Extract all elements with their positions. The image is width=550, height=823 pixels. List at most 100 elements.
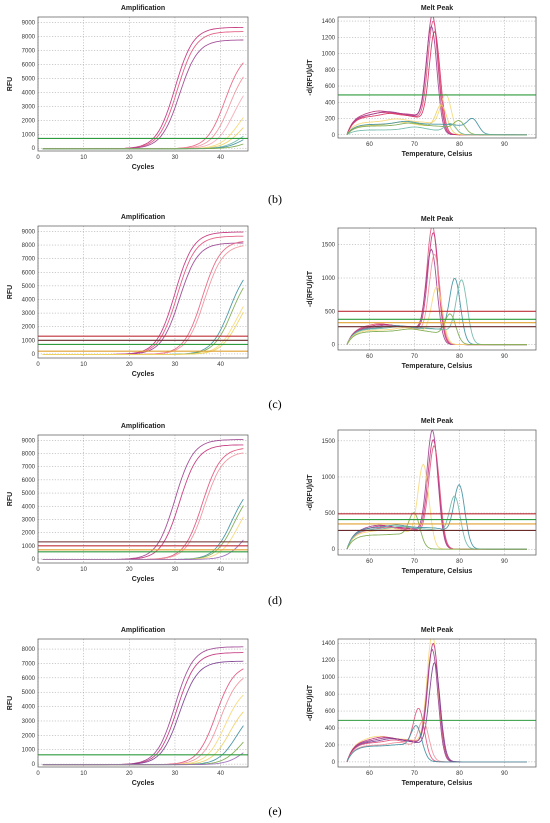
y-tick-label: 0	[32, 762, 36, 768]
y-tick-label: 200	[325, 117, 336, 123]
y-tick-label: 800	[325, 692, 336, 698]
y-tick-label: 1000	[22, 748, 36, 754]
y-tick-label: 7000	[22, 661, 36, 667]
x-tick-label: 70	[411, 771, 418, 777]
y-axis-label: RFU	[7, 696, 14, 710]
y-tick-label: 2000	[22, 733, 36, 739]
y-tick-label: 1400	[322, 19, 336, 25]
y-axis-label: RFU	[7, 492, 14, 506]
plot-frame	[337, 16, 537, 139]
x-tick-label: 90	[501, 771, 508, 777]
x-tick-label: 80	[456, 771, 463, 777]
y-tick-label: 1400	[322, 641, 336, 647]
plot-frame	[37, 434, 249, 564]
y-tick-label: 9000	[22, 438, 36, 444]
y-tick-label: 1500	[322, 439, 336, 445]
x-tick-label: 60	[366, 771, 373, 777]
y-tick-label: 0	[332, 760, 336, 766]
y-tick-label: 2000	[22, 325, 36, 331]
x-tick-label: 30	[172, 155, 179, 161]
x-tick-label: 70	[411, 559, 418, 565]
plot-frame	[337, 638, 537, 768]
y-tick-label: 6000	[22, 62, 36, 68]
x-tick-label: 40	[217, 362, 224, 368]
y-tick-label: 8000	[22, 647, 36, 653]
y-tick-label: 7000	[22, 49, 36, 55]
y-tick-label: 1000	[22, 132, 36, 138]
x-tick-label: 30	[172, 362, 179, 368]
y-axis-label: -d(RFU)/dT	[307, 270, 314, 307]
y-tick-label: 5000	[22, 284, 36, 290]
y-tick-label: 7000	[22, 465, 36, 471]
series-line-6	[346, 512, 527, 550]
y-tick-label: 1200	[322, 658, 336, 664]
y-tick-label: 1000	[322, 675, 336, 681]
y-tick-label: 200	[325, 743, 336, 749]
x-tick-label: 80	[456, 142, 463, 148]
y-axis-label: -d(RFU)/dT	[307, 684, 314, 721]
y-axis-label: RFU	[7, 285, 14, 299]
y-tick-label: 3000	[22, 719, 36, 725]
x-axis-label: Cycles	[132, 780, 155, 787]
x-tick-label: 90	[501, 354, 508, 360]
y-tick-label: 4000	[22, 504, 36, 510]
panel-label-b: (b)	[268, 192, 282, 206]
plot-frame	[37, 225, 249, 359]
y-tick-label: 1000	[322, 276, 336, 282]
y-tick-label: 0	[332, 547, 336, 553]
y-tick-label: 5000	[22, 76, 36, 82]
chart-1: 60 70 80 90 0 200 400 600 800 1000 1200 1400 Melt Pe…	[307, 5, 537, 158]
y-tick-label: 9000	[22, 21, 36, 27]
panel-label-c: (c)	[268, 397, 281, 411]
y-tick-label: 1000	[322, 52, 336, 58]
x-tick-label: 20	[126, 567, 133, 573]
y-tick-label: 0	[332, 343, 336, 349]
y-tick-label: 2000	[22, 531, 36, 537]
x-axis-label: Temperature, Celsius	[402, 568, 473, 575]
series-group	[346, 17, 527, 136]
y-tick-label: 0	[32, 557, 36, 563]
series-line-6	[346, 725, 527, 763]
series-line-10	[42, 143, 244, 150]
x-tick-label: 0	[36, 771, 40, 777]
y-tick-label: 1000	[22, 338, 36, 344]
x-tick-label: 40	[217, 155, 224, 161]
y-tick-label: 1000	[22, 544, 36, 550]
x-tick-label: 10	[80, 567, 87, 573]
y-tick-label: 6000	[22, 478, 36, 484]
x-tick-label: 30	[172, 567, 179, 573]
x-tick-label: 0	[36, 567, 40, 573]
y-tick-label: 3000	[22, 517, 36, 523]
y-tick-label: 8000	[22, 35, 36, 41]
x-tick-label: 20	[126, 362, 133, 368]
series-group	[346, 228, 527, 346]
y-tick-label: 0	[332, 133, 336, 139]
x-tick-label: 60	[366, 354, 373, 360]
y-tick-label: 3000	[22, 311, 36, 317]
x-tick-label: 10	[80, 771, 87, 777]
y-axis-label: -d(RFU)/dT	[307, 474, 314, 511]
x-tick-label: 10	[80, 362, 87, 368]
chart-4: 0 10 20 30 40 0 1000 2000 3000 4000 5000 6000 7000 80…	[7, 423, 249, 583]
y-tick-label: 1000	[322, 475, 336, 481]
series-group	[42, 26, 244, 150]
x-tick-label: 40	[217, 771, 224, 777]
chart-6: 0 10 20 30 40 0 1000 2000 3000 4000 5000 6000 7000 80…	[7, 627, 249, 787]
chart-title: Amplification	[121, 627, 165, 634]
x-tick-label: 70	[411, 142, 418, 148]
chart-0: 0 10 20 30 40 0 1000 2000 3000 4000 5000 6000 7000 80…	[7, 5, 249, 171]
x-tick-label: 60	[366, 142, 373, 148]
y-tick-label: 0	[32, 352, 36, 358]
series-group	[42, 646, 244, 766]
x-tick-label: 40	[217, 567, 224, 573]
y-tick-label: 5000	[22, 491, 36, 497]
series-group	[42, 439, 244, 561]
x-axis-label: Temperature, Celsius	[402, 780, 473, 787]
y-tick-label: 4000	[22, 705, 36, 711]
y-tick-label: 1200	[322, 35, 336, 41]
plot-frame	[337, 429, 537, 556]
x-axis-label: Cycles	[132, 371, 155, 378]
x-tick-label: 90	[501, 142, 508, 148]
y-tick-label: 600	[325, 709, 336, 715]
